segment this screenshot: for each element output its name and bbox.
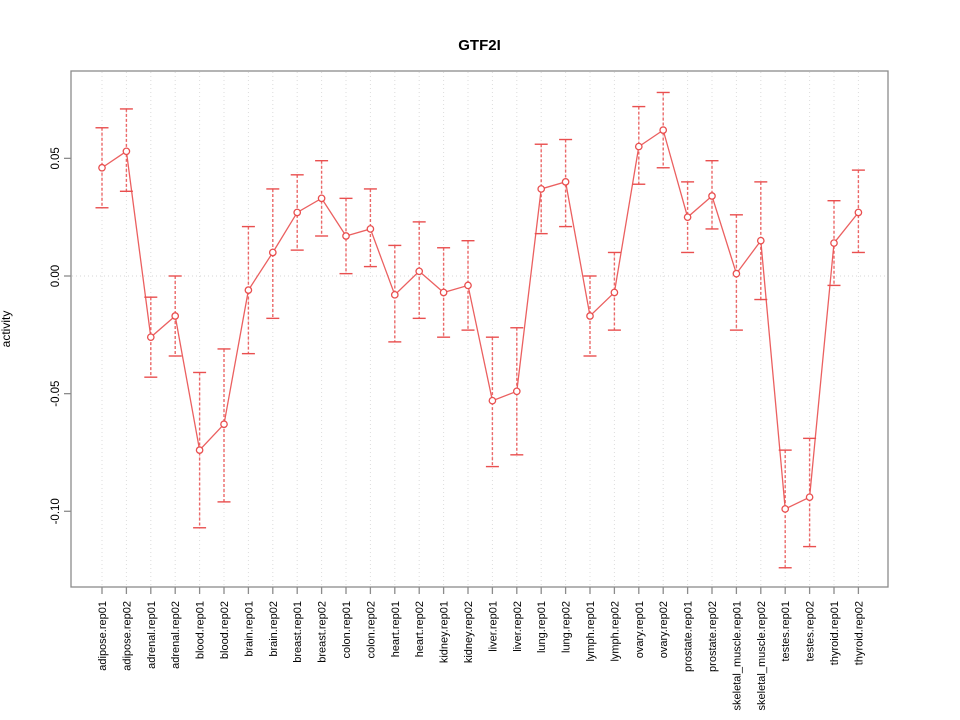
data-point-marker: [439, 288, 448, 297]
y-tick-label: 0.05: [50, 147, 62, 169]
x-tick-label: ovary.rep01: [634, 601, 646, 658]
data-point-marker: [756, 236, 765, 245]
x-tick-label: skeletal_muscle.rep01: [731, 601, 743, 710]
x-tick-label: prostate.rep02: [707, 601, 719, 672]
data-point-marker: [732, 269, 741, 278]
x-tick-label: colon.rep01: [341, 601, 353, 659]
x-tick-label: heart.rep01: [390, 601, 402, 657]
x-tick-label: thyroid.rep01: [829, 601, 841, 665]
y-tick-label: -0.05: [50, 381, 62, 407]
plot-box: [70, 70, 889, 588]
data-point-marker: [390, 290, 399, 299]
x-tick-label: testes.rep02: [805, 601, 817, 662]
data-point-marker: [586, 312, 594, 320]
x-tick-label: heart.rep02: [414, 601, 426, 657]
x-tick-label: skeletal_muscle.rep02: [756, 601, 768, 710]
x-tick-label: breast.rep02: [317, 601, 329, 663]
data-point-marker: [317, 194, 326, 203]
data-point-marker: [561, 178, 570, 186]
data-point-marker: [512, 387, 521, 396]
data-point-marker: [634, 142, 643, 151]
x-tick-label: adipose.rep01: [97, 601, 109, 671]
x-tick-label: lung.rep02: [561, 601, 573, 653]
y-tick-label: -0.10: [50, 498, 62, 524]
data-point-marker: [781, 505, 790, 513]
x-tick-label: brain.rep02: [268, 601, 280, 657]
data-point-marker: [98, 163, 106, 172]
x-tick-label: lymph.rep02: [609, 601, 621, 662]
x-tick-label: adipose.rep02: [121, 601, 133, 671]
x-tick-label: testes.rep01: [780, 601, 792, 662]
data-point-marker: [244, 286, 253, 294]
x-tick-label: breast.rep01: [292, 601, 304, 663]
data-point-marker: [805, 493, 814, 502]
x-tick-label: lung.rep01: [536, 601, 548, 653]
data-point-marker: [659, 126, 668, 134]
data-point-marker: [830, 239, 838, 247]
data-point-marker: [195, 446, 204, 454]
x-tick-label: ovary.rep02: [658, 601, 670, 658]
x-tick-label: lymph.rep01: [585, 601, 597, 662]
data-point-marker: [293, 208, 302, 217]
x-tick-label: adrenal.rep01: [146, 601, 158, 669]
data-point-marker: [610, 288, 619, 297]
x-tick-label: colon.rep02: [365, 601, 377, 659]
x-tick-label: liver.rep01: [487, 601, 499, 652]
data-point-marker: [488, 396, 497, 405]
x-tick-label: liver.rep02: [512, 601, 524, 652]
data-point-marker: [537, 185, 546, 193]
x-tick-label: brain.rep01: [243, 601, 255, 657]
data-point-marker: [683, 213, 692, 222]
x-tick-label: prostate.rep01: [683, 601, 695, 672]
x-tick-label: blood.rep02: [219, 601, 231, 659]
data-point-marker: [342, 232, 350, 240]
x-tick-label: kidney.rep02: [463, 601, 475, 663]
data-point-marker: [415, 267, 424, 276]
data-point-marker: [854, 208, 863, 217]
data-point-marker: [171, 312, 180, 320]
data-point-marker: [464, 281, 472, 290]
chart-title: GTF2I: [458, 37, 501, 54]
data-point-marker: [146, 333, 155, 342]
data-point-marker: [122, 147, 131, 156]
data-point-marker: [220, 420, 228, 429]
y-tick-label: 0.00: [50, 265, 62, 287]
x-tick-label: blood.rep01: [195, 601, 207, 659]
x-tick-label: adrenal.rep02: [170, 601, 182, 669]
data-point-marker: [708, 192, 716, 200]
data-point-marker: [366, 225, 375, 233]
series-line: [101, 129, 859, 510]
x-tick-label: kidney.rep01: [439, 601, 451, 663]
x-tick-label: thyroid.rep02: [853, 601, 865, 665]
data-point-marker: [268, 248, 277, 257]
